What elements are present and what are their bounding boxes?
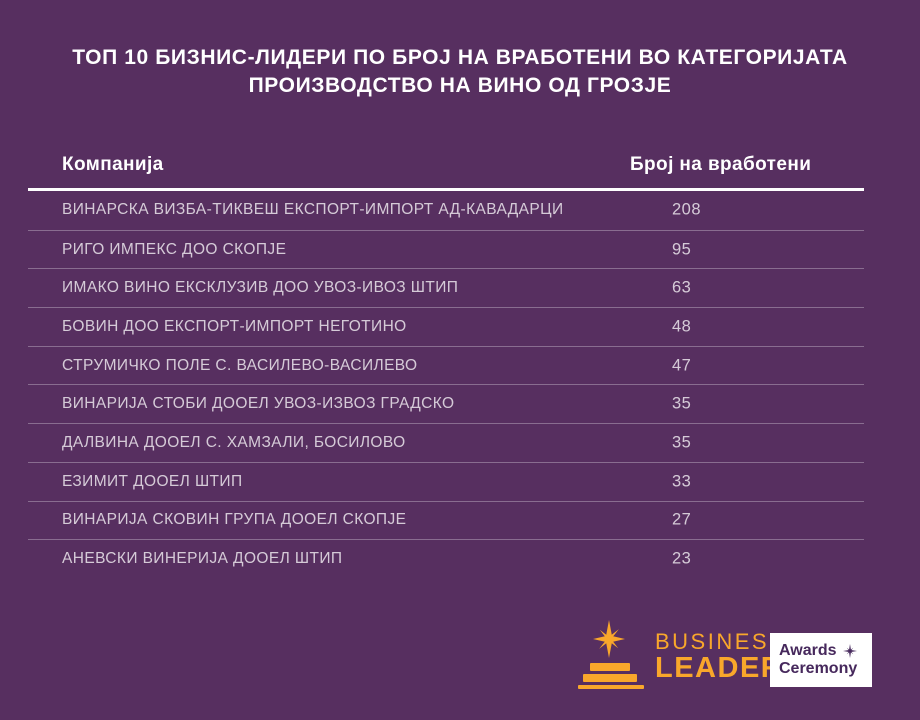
page-title: ТОП 10 БИЗНИС-ЛИДЕРИ ПО БРОЈ НА ВРАБОТЕН… [0,44,920,100]
page-title-line2: ПРОИЗВОДСТВО НА ВИНО ОД ГРОЗЈЕ [248,74,672,97]
table-row: АНЕВСКИ ВИНЕРИЈА ДООЕЛ ШТИП 23 [28,539,864,578]
employee-count: 23 [672,549,692,568]
logo-wordmark: BUSINESS LEADER [655,618,786,683]
table-header: Компанија Број на вработени [28,148,864,191]
employee-count: 47 [672,356,692,375]
page-title-line1: ТОП 10 БИЗНИС-ЛИДЕРИ ПО БРОЈ НА ВРАБОТЕН… [72,46,848,69]
employee-count: 95 [672,240,692,259]
header-underline [28,188,864,191]
company-name: РИГО ИМПЕКС ДОО СКОПЈЕ [62,240,287,258]
employee-count: 63 [672,278,692,297]
company-name: АНЕВСКИ ВИНЕРИЈА ДООЕЛ ШТИП [62,550,343,568]
table-row: ВИНАРИЈА СТОБИ ДООЕЛ УВОЗ-ИЗВОЗ ГРАДСКО … [28,384,864,423]
ceremony-text: Ceremony [779,660,858,677]
company-name: ЕЗИМИТ ДООЕЛ ШТИП [62,472,243,490]
sparkle-star-icon [842,644,857,658]
employee-count: 35 [672,394,692,413]
column-header-employees: Број на вработени [630,154,812,175]
table-row: РИГО ИМПЕКС ДОО СКОПЈЕ 95 [28,229,864,269]
awards-line2: Ceremony [779,660,872,678]
company-name: ВИНАРСКА ВИЗБА-ТИКВЕШ ЕКСПОРТ-ИМПОРТ АД-… [62,201,564,219]
table-row: БОВИН ДОО ЕКСПОРТ-ИМПОРТ НЕГОТИНО 48 [28,307,864,346]
employee-count: 48 [672,317,692,336]
logo-leader-text: LEADER [655,652,784,684]
business-leader-logo: BUSINESS LEADER [578,618,786,690]
table-body: ВИНАРСКА ВИЗБА-ТИКВЕШ ЕКСПОРТ-ИМПОРТ АД-… [28,191,864,578]
company-name: ДАЛВИНА ДООЕЛ С. ХАМЗАЛИ, БОСИЛОВО [62,433,406,451]
employee-count: 33 [672,472,692,491]
column-header-company: Компанија [62,154,164,175]
company-name: БОВИН ДОО ЕКСПОРТ-ИМПОРТ НЕГОТИНО [62,317,407,335]
employee-count: 27 [672,510,692,529]
company-name: ВИНАРИЈА СТОБИ ДООЕЛ УВОЗ-ИЗВОЗ ГРАДСКО [62,395,455,413]
awards-ceremony-badge: Awards Ceremony [770,633,872,687]
podium-star-icon [578,620,644,689]
company-name: ИМАКО ВИНО ЕКСКЛУЗИВ ДОО УВОЗ-ИВОЗ ШТИП [62,279,459,297]
logo-business-text: BUSINESS [655,629,787,654]
table-row: ЕЗИМИТ ДООЕЛ ШТИП 33 [28,461,864,501]
awards-text: Awards [779,642,837,659]
company-name: ВИНАРИЈА СКОВИН ГРУПА ДООЕЛ СКОПЈЕ [62,511,407,529]
table-row: ВИНАРИЈА СКОВИН ГРУПА ДООЕЛ СКОПЈЕ 27 [28,500,864,540]
awards-line1: Awards [779,642,872,660]
table-row: ВИНАРСКА ВИЗБА-ТИКВЕШ ЕКСПОРТ-ИМПОРТ АД-… [28,191,864,230]
table-row: ДАЛВИНА ДООЕЛ С. ХАМЗАЛИ, БОСИЛОВО 35 [28,423,864,462]
employee-count: 35 [672,433,692,452]
employees-table: Компанија Број на вработени ВИНАРСКА ВИЗ… [28,148,864,568]
company-name: СТРУМИЧКО ПОЛЕ С. ВАСИЛЕВО-ВАСИЛЕВО [62,356,418,374]
table-row: СТРУМИЧКО ПОЛЕ С. ВАСИЛЕВО-ВАСИЛЕВО 47 [28,345,864,385]
employee-count: 208 [672,200,702,219]
table-row: ИМАКО ВИНО ЕКСКЛУЗИВ ДОО УВОЗ-ИВОЗ ШТИП … [28,268,864,307]
